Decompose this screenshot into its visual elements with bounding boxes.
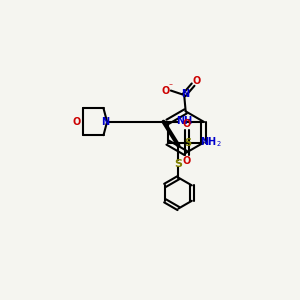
Text: N: N [182, 88, 190, 98]
Text: N: N [101, 117, 110, 127]
Text: O: O [183, 156, 191, 166]
Text: O: O [183, 119, 191, 129]
Text: S: S [184, 138, 191, 148]
Text: NH$_2$: NH$_2$ [200, 136, 222, 149]
Text: $^-$: $^-$ [167, 82, 173, 88]
Text: S: S [174, 159, 182, 169]
Text: O: O [161, 85, 169, 96]
Text: O: O [72, 117, 80, 127]
Text: NH: NH [176, 116, 193, 126]
Text: O: O [193, 76, 201, 86]
